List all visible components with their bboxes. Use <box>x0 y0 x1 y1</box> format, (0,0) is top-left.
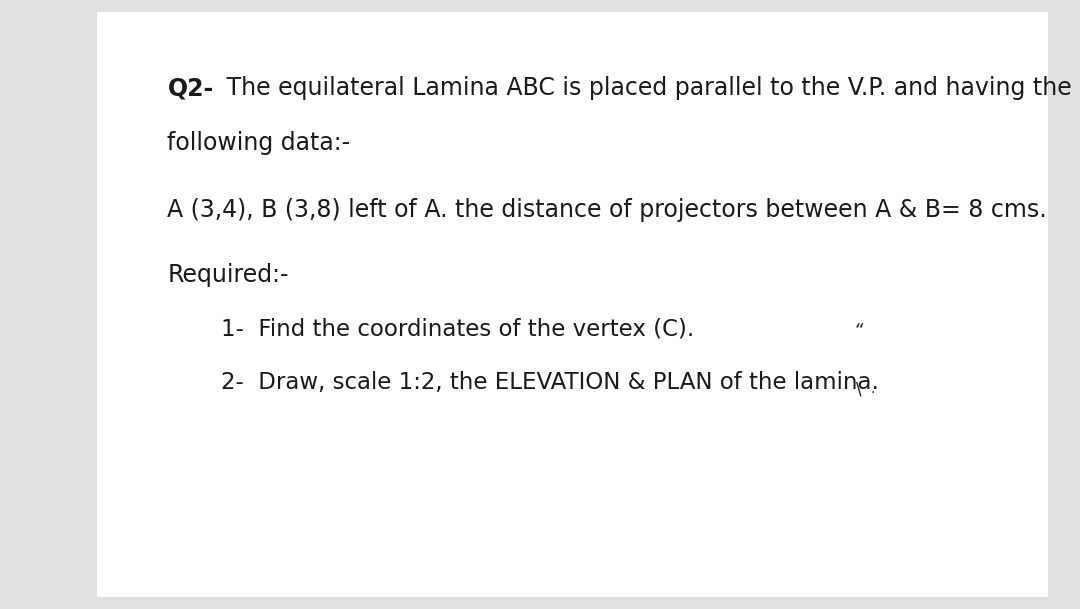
Text: .: . <box>870 382 875 396</box>
Text: \: \ <box>856 380 862 398</box>
Text: Q2-: Q2- <box>167 76 214 100</box>
Text: “: “ <box>853 322 863 340</box>
Text: 2-  Draw, scale 1:2, the ELEVATION & PLAN of the lamina.: 2- Draw, scale 1:2, the ELEVATION & PLAN… <box>221 371 879 395</box>
Text: Required:-: Required:- <box>167 263 289 287</box>
Text: A (3,4), B (3,8) left of A. the distance of projectors between A & B= 8 cms.: A (3,4), B (3,8) left of A. the distance… <box>167 198 1047 222</box>
Text: The equilateral Lamina ABC is placed parallel to the V.P. and having the: The equilateral Lamina ABC is placed par… <box>219 76 1072 100</box>
Text: 1-  Find the coordinates of the vertex (C).: 1- Find the coordinates of the vertex (C… <box>221 318 694 341</box>
Text: following data:-: following data:- <box>167 131 351 155</box>
